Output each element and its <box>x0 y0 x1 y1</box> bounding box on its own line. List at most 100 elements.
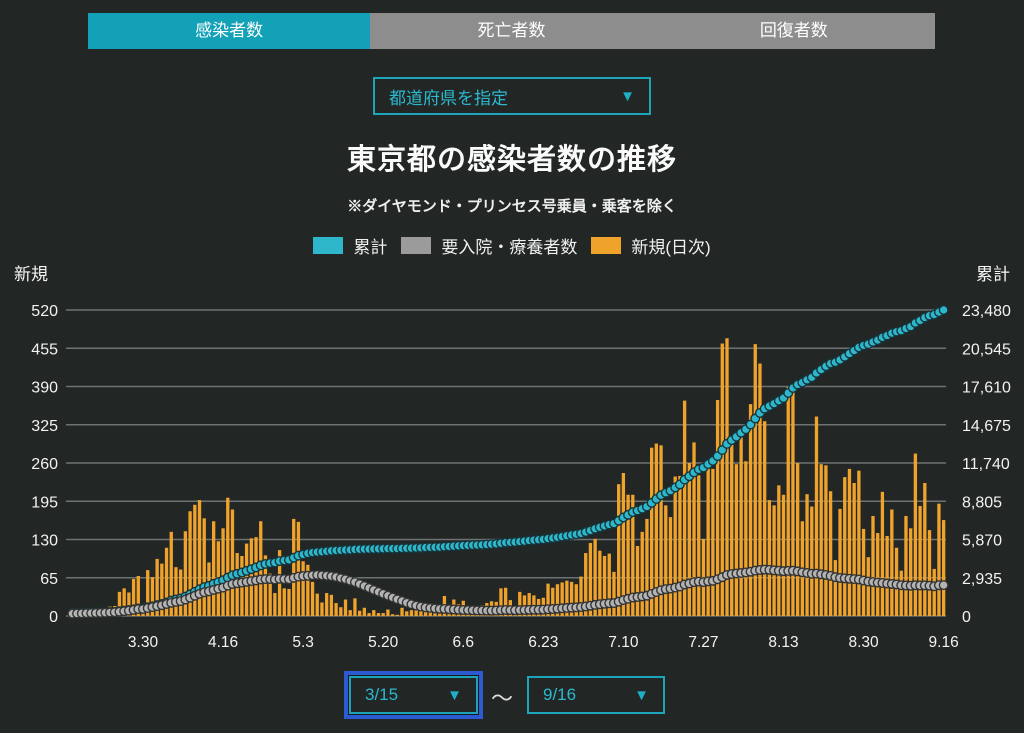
bar-new-daily <box>546 583 550 616</box>
bar-new-daily <box>927 530 932 616</box>
bar-new-daily <box>819 464 823 616</box>
bar-new-daily <box>847 468 852 616</box>
bar-new-daily <box>400 607 404 616</box>
right-axis-title: 累計 <box>976 265 1010 284</box>
bar-new-daily <box>706 459 710 616</box>
bar-new-daily <box>353 598 357 616</box>
bar-new-daily <box>282 588 286 616</box>
bar-new-daily <box>499 588 503 616</box>
bar-new-daily <box>362 607 367 616</box>
bar-new-daily <box>296 521 301 616</box>
bar-new-daily <box>273 593 277 616</box>
bar-new-daily <box>687 463 691 616</box>
bar-new-daily <box>744 461 748 616</box>
marker-cumulative <box>938 305 949 316</box>
bar-new-daily <box>372 610 376 616</box>
bar-new-daily <box>861 528 866 616</box>
chart-note: ※ダイヤモンド・プリンセス号乗員・乗客を除く <box>347 198 677 215</box>
left-axis-tick: 390 <box>31 380 58 397</box>
bar-new-daily <box>828 491 833 616</box>
bar-new-daily <box>405 611 409 616</box>
left-axis-tick: 0 <box>49 609 58 626</box>
left-axis-title: 新規 <box>14 265 48 284</box>
bar-new-daily <box>626 494 630 616</box>
bar-new-daily <box>551 587 555 616</box>
bar-new-daily <box>777 485 781 616</box>
bar-new-daily <box>386 609 390 616</box>
bar-new-daily <box>555 584 560 616</box>
bar-new-daily <box>518 591 522 616</box>
left-axis-tick: 325 <box>31 418 58 435</box>
bar-new-daily <box>146 570 150 616</box>
bar-new-daily <box>179 569 183 616</box>
bar-new-daily <box>395 614 399 616</box>
left-axis-tick: 455 <box>31 341 58 358</box>
start-date-dropdown[interactable]: 3/15 ▼ <box>349 676 478 714</box>
bar-new-daily <box>659 445 663 616</box>
bar-new-daily <box>174 567 178 616</box>
bar-new-daily <box>852 483 856 616</box>
bar-new-daily <box>357 610 362 616</box>
bar-new-daily <box>824 465 828 616</box>
bar-new-daily <box>758 363 762 616</box>
bar-new-daily <box>376 613 381 616</box>
bar-new-daily <box>565 580 569 616</box>
bar-new-daily <box>711 468 715 616</box>
bar-new-daily <box>325 593 329 616</box>
tab-infected[interactable]: 感染者数 <box>88 13 371 49</box>
bar-new-daily <box>527 593 531 616</box>
bar-new-daily <box>433 613 437 616</box>
bar-new-daily <box>692 442 696 616</box>
bar-new-daily <box>814 416 819 616</box>
bar-new-daily <box>268 573 272 616</box>
bar-new-daily <box>843 477 847 616</box>
bar-new-daily <box>292 518 296 616</box>
end-date-dropdown[interactable]: 9/16 ▼ <box>527 676 665 714</box>
legend-label: 新規(日次) <box>631 238 711 257</box>
bar-new-daily <box>230 509 235 616</box>
bar-new-daily <box>263 555 268 616</box>
bar-new-daily <box>329 594 334 616</box>
bar-new-daily <box>664 505 668 616</box>
bar-new-daily <box>221 528 225 616</box>
bar-new-daily <box>904 515 908 616</box>
bar-new-daily <box>306 564 310 616</box>
bar-new-daily <box>649 447 654 616</box>
bar-new-daily <box>913 453 918 616</box>
bar-new-daily <box>503 587 508 616</box>
bar-new-daily <box>720 343 724 616</box>
tab-deaths[interactable]: 死亡者数 <box>370 13 653 49</box>
bar-new-daily <box>772 505 776 616</box>
right-axis-tick: 8,805 <box>962 494 1002 511</box>
bar-new-daily <box>668 517 673 616</box>
legend-label: 要入院・療養者数 <box>441 238 578 257</box>
prefecture-dropdown[interactable]: 都道府県を指定 ▼ <box>373 77 651 115</box>
bar-new-daily <box>767 500 772 616</box>
bar-new-daily <box>287 588 291 616</box>
bar-new-daily <box>160 563 164 616</box>
bar-new-daily <box>739 434 743 616</box>
bar-new-daily <box>334 603 338 616</box>
bar-new-daily <box>654 443 659 616</box>
bar-new-daily <box>682 400 687 616</box>
left-axis-tick: 195 <box>31 494 58 511</box>
bar-new-daily <box>678 475 682 616</box>
bar-new-daily <box>164 547 169 616</box>
bar-new-daily <box>937 503 941 616</box>
bar-new-daily <box>871 515 875 616</box>
bar-new-daily <box>315 593 319 616</box>
tab-recovered[interactable]: 回復者数 <box>652 13 935 49</box>
bar-new-daily <box>607 553 611 616</box>
bar-new-daily <box>155 558 159 616</box>
bar-new-daily <box>753 344 757 616</box>
bar-new-daily <box>320 602 324 616</box>
chevron-down-icon: ▼ <box>620 87 635 105</box>
bar-new-daily <box>188 511 192 616</box>
bar-new-daily <box>673 476 677 616</box>
x-axis-tick: 3.30 <box>128 634 159 651</box>
right-axis-tick: 11,740 <box>962 456 1010 473</box>
bar-new-daily <box>617 484 621 616</box>
right-axis-tick: 0 <box>962 609 971 626</box>
bar-new-daily <box>193 504 197 616</box>
bar-new-daily <box>122 588 126 616</box>
